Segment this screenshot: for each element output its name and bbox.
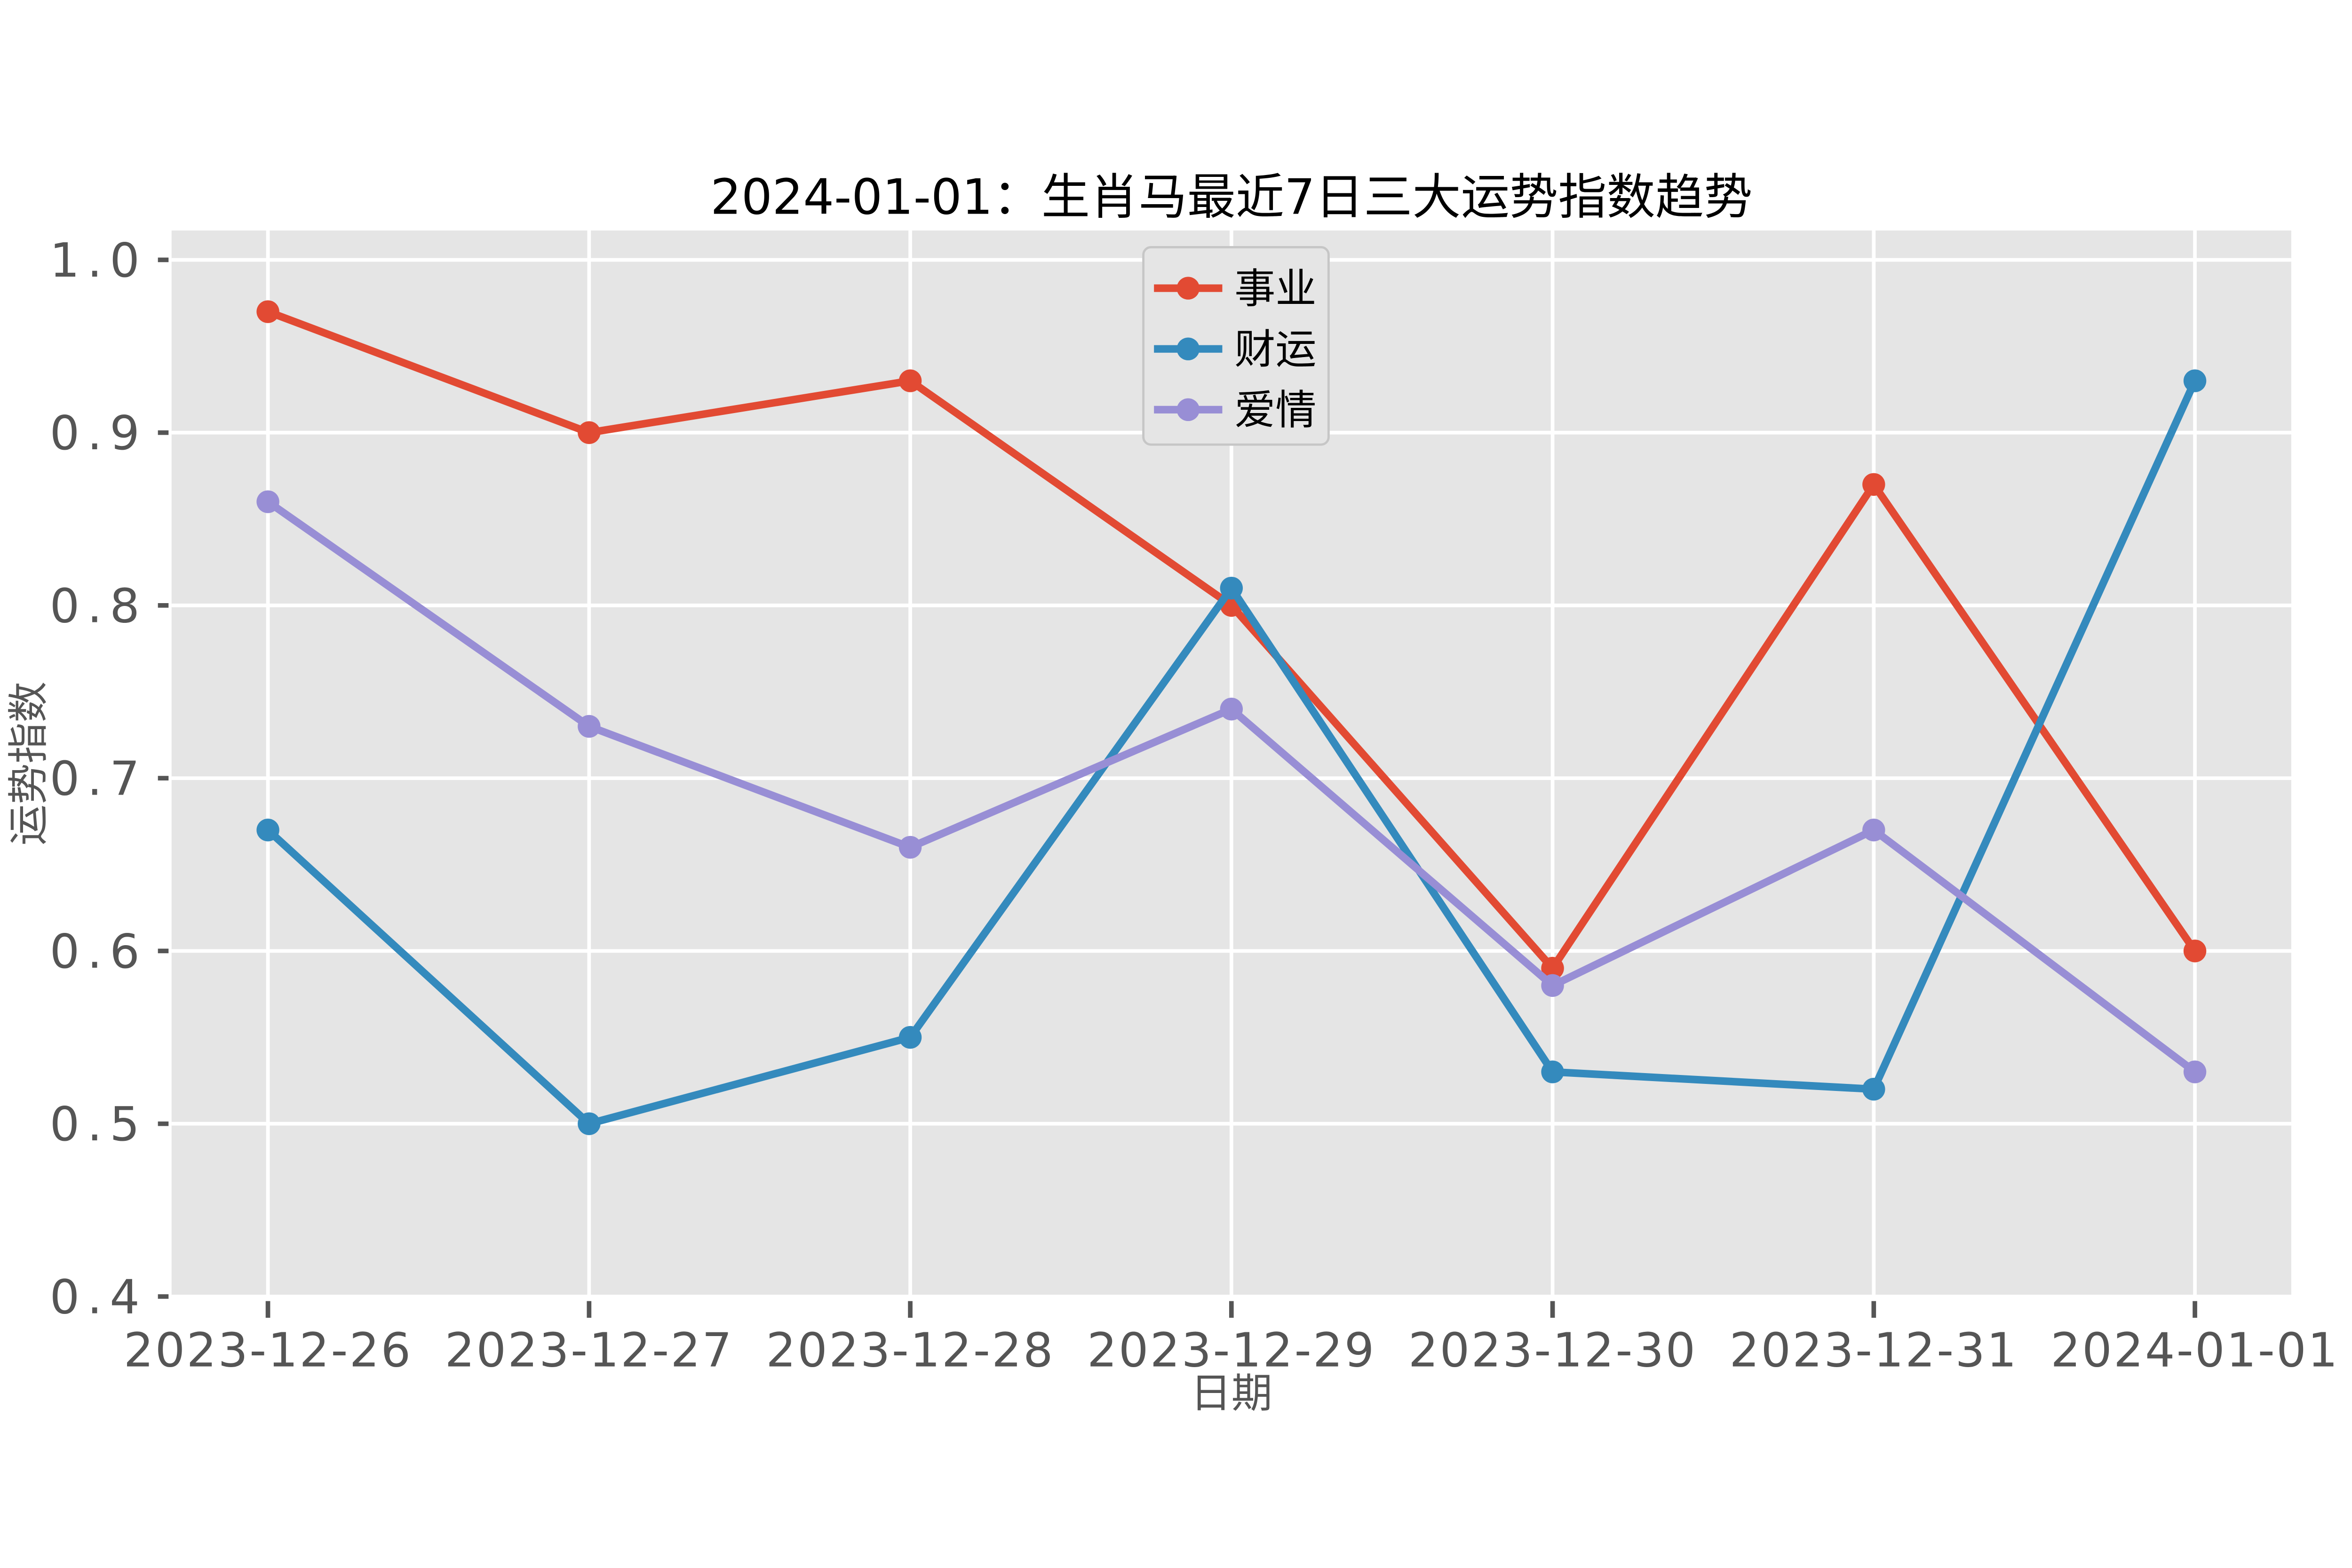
x-tick-label: 2023-12-30 [1408, 1322, 1697, 1377]
y-tick-label: 1.0 [50, 233, 148, 288]
y-tick-label: 0.5 [50, 1097, 148, 1152]
x-tick-label: 2023-12-29 [1087, 1322, 1376, 1377]
data-point [2183, 939, 2207, 963]
data-point [1541, 956, 1564, 980]
legend-label: 爱情 [1234, 386, 1316, 434]
gridlines [171, 230, 2291, 1298]
data-point [898, 1026, 922, 1049]
data-point [1220, 698, 1243, 721]
data-point [1541, 1060, 1564, 1083]
y-tick-labels: 0.4 0.5 0.6 0.7 0.8 0.9 1.0 [50, 233, 148, 1325]
data-point [578, 715, 601, 738]
data-point [1220, 576, 1243, 600]
x-tick-label: 2023-12-26 [124, 1322, 413, 1377]
legend-label: 财运 [1234, 325, 1316, 373]
y-tick-label: 0.6 [50, 924, 148, 979]
y-tick-label: 0.8 [50, 578, 148, 633]
data-point [1862, 819, 1885, 842]
x-axis-label: 日期 [1191, 1369, 1272, 1417]
legend-marker-dot [1176, 398, 1200, 422]
data-point [898, 836, 922, 859]
y-tick-label: 0.4 [50, 1269, 148, 1324]
legend-label: 事业 [1234, 264, 1316, 312]
x-tick-labels: 2023-12-26 2023-12-27 2023-12-28 2023-12-29… [124, 1322, 2339, 1377]
y-tick-label: 0.7 [50, 751, 148, 806]
y-axis-label: 运势指数 [4, 682, 52, 846]
data-point [1862, 1077, 1885, 1101]
chart-title: 2024-01-01：生肖马最近7日三大运势指数趋势 [710, 169, 1752, 225]
data-point [578, 1112, 601, 1135]
x-tick-label: 2023-12-28 [766, 1322, 1055, 1377]
data-point [256, 819, 279, 842]
data-point [578, 421, 601, 444]
x-tick-label: 2024-01-01 [2050, 1322, 2339, 1377]
data-point [898, 369, 922, 392]
x-tick-label: 2023-12-31 [1729, 1322, 2018, 1377]
data-point [1862, 473, 1885, 496]
data-point [2183, 1060, 2207, 1083]
legend-marker-dot [1176, 337, 1200, 360]
data-point [256, 490, 279, 513]
data-point [256, 300, 279, 323]
data-series [256, 300, 2207, 1135]
x-tick-label: 2023-12-27 [445, 1322, 733, 1377]
legend-marker-dot [1176, 277, 1200, 300]
data-point [1541, 974, 1564, 997]
y-tick-label: 0.9 [50, 406, 148, 461]
axis-ticks [158, 257, 2197, 1318]
data-point [2183, 369, 2207, 392]
